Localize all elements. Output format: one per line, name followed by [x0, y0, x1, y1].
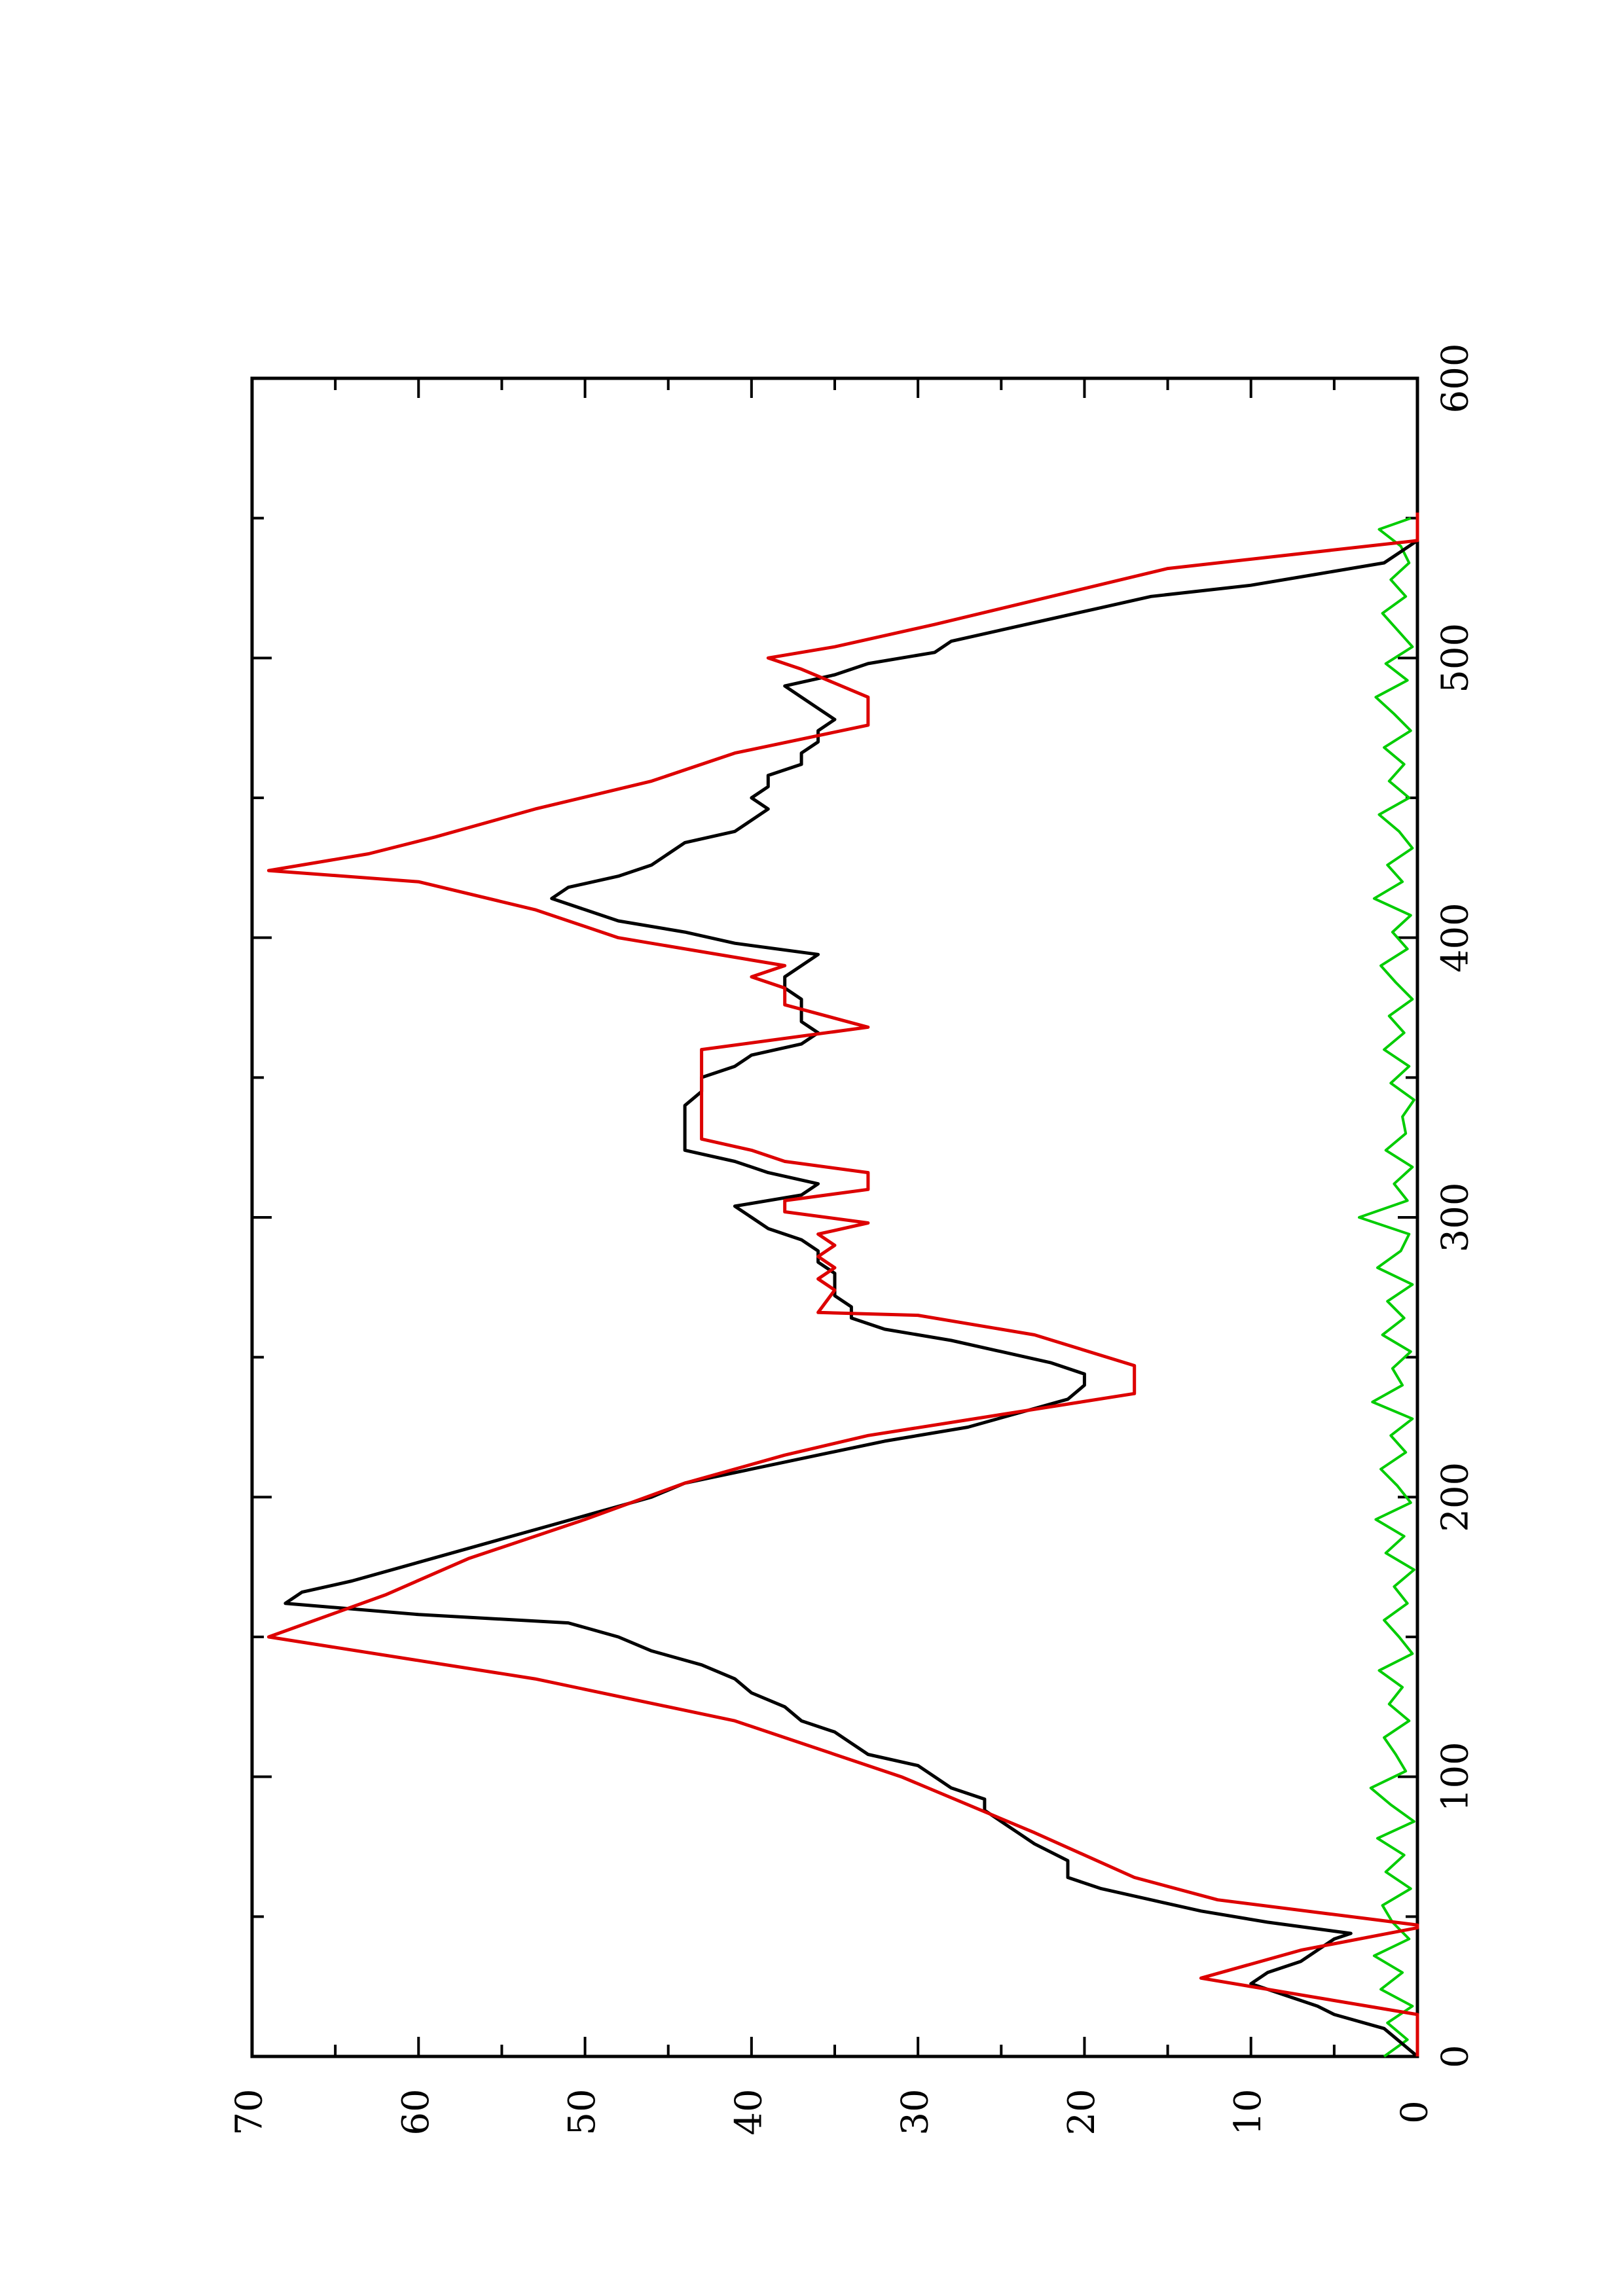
x-axis-tick-labels: 0 100 200 300 400 500 600	[1434, 344, 1477, 2068]
x-tick-label: 600	[1434, 344, 1477, 414]
series-black-line	[283, 518, 1419, 2058]
x-tick-label: 500	[1434, 623, 1477, 693]
series-red-line	[266, 512, 1419, 2056]
x-tick-label: 200	[1434, 1462, 1477, 1532]
x-tick-label: 100	[1434, 1742, 1477, 1812]
y-axis-tick-labels: 0 10 20 30 40 50 60 70	[228, 2089, 1436, 2135]
y-tick-label: 60	[395, 2089, 437, 2135]
y-tick-label: 40	[727, 2089, 770, 2135]
y-tick-label: 10	[1227, 2089, 1269, 2135]
x-axis-ticks	[252, 377, 1417, 2058]
plot-area	[250, 376, 1419, 2058]
series-green-line	[1358, 516, 1415, 2058]
y-tick-label: 50	[561, 2089, 604, 2135]
y-tick-label: 0	[1394, 2100, 1436, 2124]
x-tick-label: 400	[1434, 903, 1477, 973]
y-tick-label: 20	[1061, 2089, 1103, 2135]
x-tick-label: 300	[1434, 1183, 1477, 1253]
series-layer	[266, 512, 1419, 2058]
x-tick-label: 0	[1434, 2045, 1477, 2068]
y-axis-ticks	[251, 378, 1419, 2056]
y-tick-label: 30	[894, 2089, 937, 2135]
y-tick-label: 70	[228, 2089, 271, 2135]
